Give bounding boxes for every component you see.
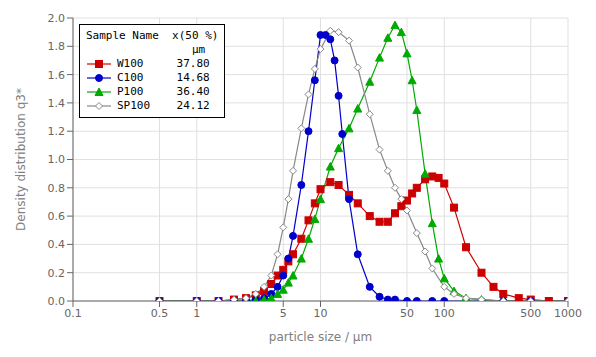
svg-text:10: 10 xyxy=(314,307,328,320)
svg-text:1.8: 1.8 xyxy=(48,40,66,53)
svg-text:1.2: 1.2 xyxy=(48,125,66,138)
svg-text:1.0: 1.0 xyxy=(48,153,66,166)
svg-text:0.0: 0.0 xyxy=(48,295,66,308)
html-text:W100 37.80: W100 37.80 xyxy=(117,57,210,70)
svg-text:2.0: 2.0 xyxy=(48,12,66,25)
svg-text:1000: 1000 xyxy=(554,307,582,320)
svg-text:100: 100 xyxy=(434,307,455,320)
svg-text:50: 50 xyxy=(400,307,414,320)
svg-text:0.2: 0.2 xyxy=(48,267,66,280)
html-text:SP100 24.12: SP100 24.12 xyxy=(117,99,210,112)
html-text:P100 36.40: P100 36.40 xyxy=(117,85,210,98)
svg-text:0.4: 0.4 xyxy=(48,238,66,251)
svg-text:500: 500 xyxy=(520,307,541,320)
svg-text:1.6: 1.6 xyxy=(48,69,66,82)
svg-text:1.4: 1.4 xyxy=(48,97,66,110)
svg-text:0.6: 0.6 xyxy=(48,210,66,223)
svg-text:1: 1 xyxy=(193,307,200,320)
svg-text:Density distribution q3*: Density distribution q3* xyxy=(14,88,28,231)
html-text:C100 14.68: C100 14.68 xyxy=(117,71,210,84)
html-text:Sample Name x(50 %): Sample Name x(50 %) xyxy=(86,29,219,42)
svg-text:0.8: 0.8 xyxy=(48,182,66,195)
svg-text:5: 5 xyxy=(280,307,287,320)
svg-text:0.1: 0.1 xyxy=(64,307,82,320)
html-text:µm: µm xyxy=(86,43,206,56)
svg-text:0.5: 0.5 xyxy=(151,307,169,320)
svg-text:particle size / µm: particle size / µm xyxy=(269,330,372,344)
